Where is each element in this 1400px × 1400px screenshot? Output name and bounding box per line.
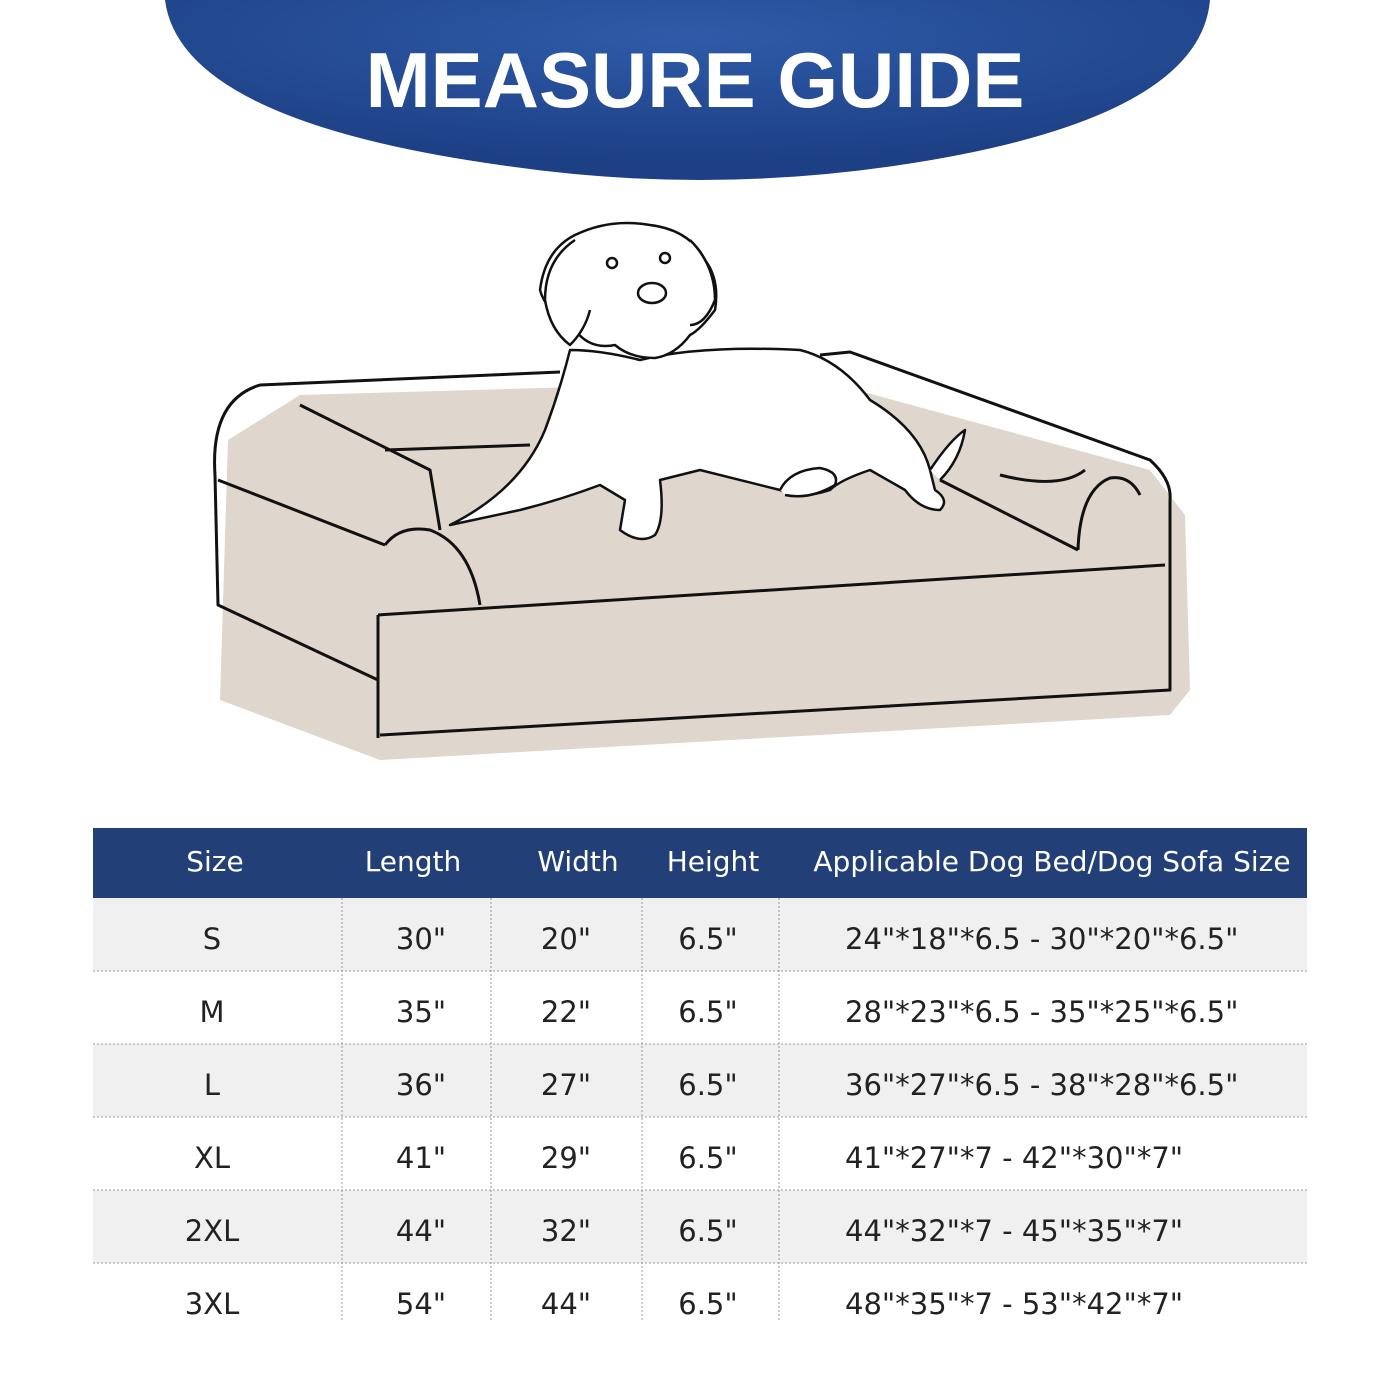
bed-illustration	[213, 350, 1190, 760]
table-cell: 32"	[541, 1214, 591, 1248]
table-cell: 44"	[541, 1287, 591, 1321]
table-cell: XL	[194, 1141, 230, 1175]
table-cell: 28"*23"*6.5 - 35"*25"*6.5"	[845, 995, 1238, 1029]
column-header: Size	[186, 845, 243, 878]
banner-shape	[165, 0, 1210, 180]
size-table: Size Length Width Height Applicable Dog Bed/…	[93, 828, 1307, 1321]
column-header: Length	[365, 845, 462, 878]
table-cell: 36"*27"*6.5 - 38"*28"*6.5"	[845, 1068, 1238, 1102]
banner: MEASURE GUIDE	[165, 0, 1210, 180]
table-cell: 3XL	[185, 1287, 239, 1321]
table-cell: 27"	[541, 1068, 591, 1102]
row-background	[93, 1044, 1307, 1117]
table-cell: 30"	[396, 922, 446, 956]
table-cell: 35"	[396, 995, 446, 1029]
table-cell: 6.5"	[678, 1214, 737, 1248]
table-cell: 6.5"	[678, 1141, 737, 1175]
table-cell: 24"*18"*6.5 - 30"*20"*6.5"	[845, 922, 1238, 956]
column-header: Applicable Dog Bed/Dog Sofa Size	[813, 845, 1290, 878]
table-cell: 36"	[396, 1068, 446, 1102]
table-cell: 22"	[541, 995, 591, 1029]
table-cell: 6.5"	[678, 995, 737, 1029]
table-cell: 20"	[541, 922, 591, 956]
row-background	[93, 898, 1307, 971]
table-cell: M	[199, 995, 224, 1029]
dog-illustration	[448, 221, 967, 541]
column-header: Width	[537, 845, 618, 878]
table-cell: 2XL	[185, 1214, 239, 1248]
table-header	[93, 828, 1307, 898]
title: MEASURE GUIDE	[366, 36, 1025, 124]
table-cell: 6.5"	[678, 1068, 737, 1102]
table-cell: L	[204, 1068, 220, 1102]
table-cell: 44"	[396, 1214, 446, 1248]
table-cell: 29"	[541, 1141, 591, 1175]
table-cell: 41"	[396, 1141, 446, 1175]
row-background	[93, 1190, 1307, 1263]
table-cell: 48"*35"*7 - 53"*42"*7"	[845, 1287, 1183, 1321]
table-cell: 54"	[396, 1287, 446, 1321]
table-cell: 6.5"	[678, 922, 737, 956]
table-cell: 41"*27"*7 - 42"*30"*7"	[845, 1141, 1183, 1175]
table-cell: 44"*32"*7 - 45"*35"*7"	[845, 1214, 1183, 1248]
table-cell: S	[203, 922, 221, 956]
table-cell: 6.5"	[678, 1287, 737, 1321]
column-header: Height	[667, 845, 760, 878]
